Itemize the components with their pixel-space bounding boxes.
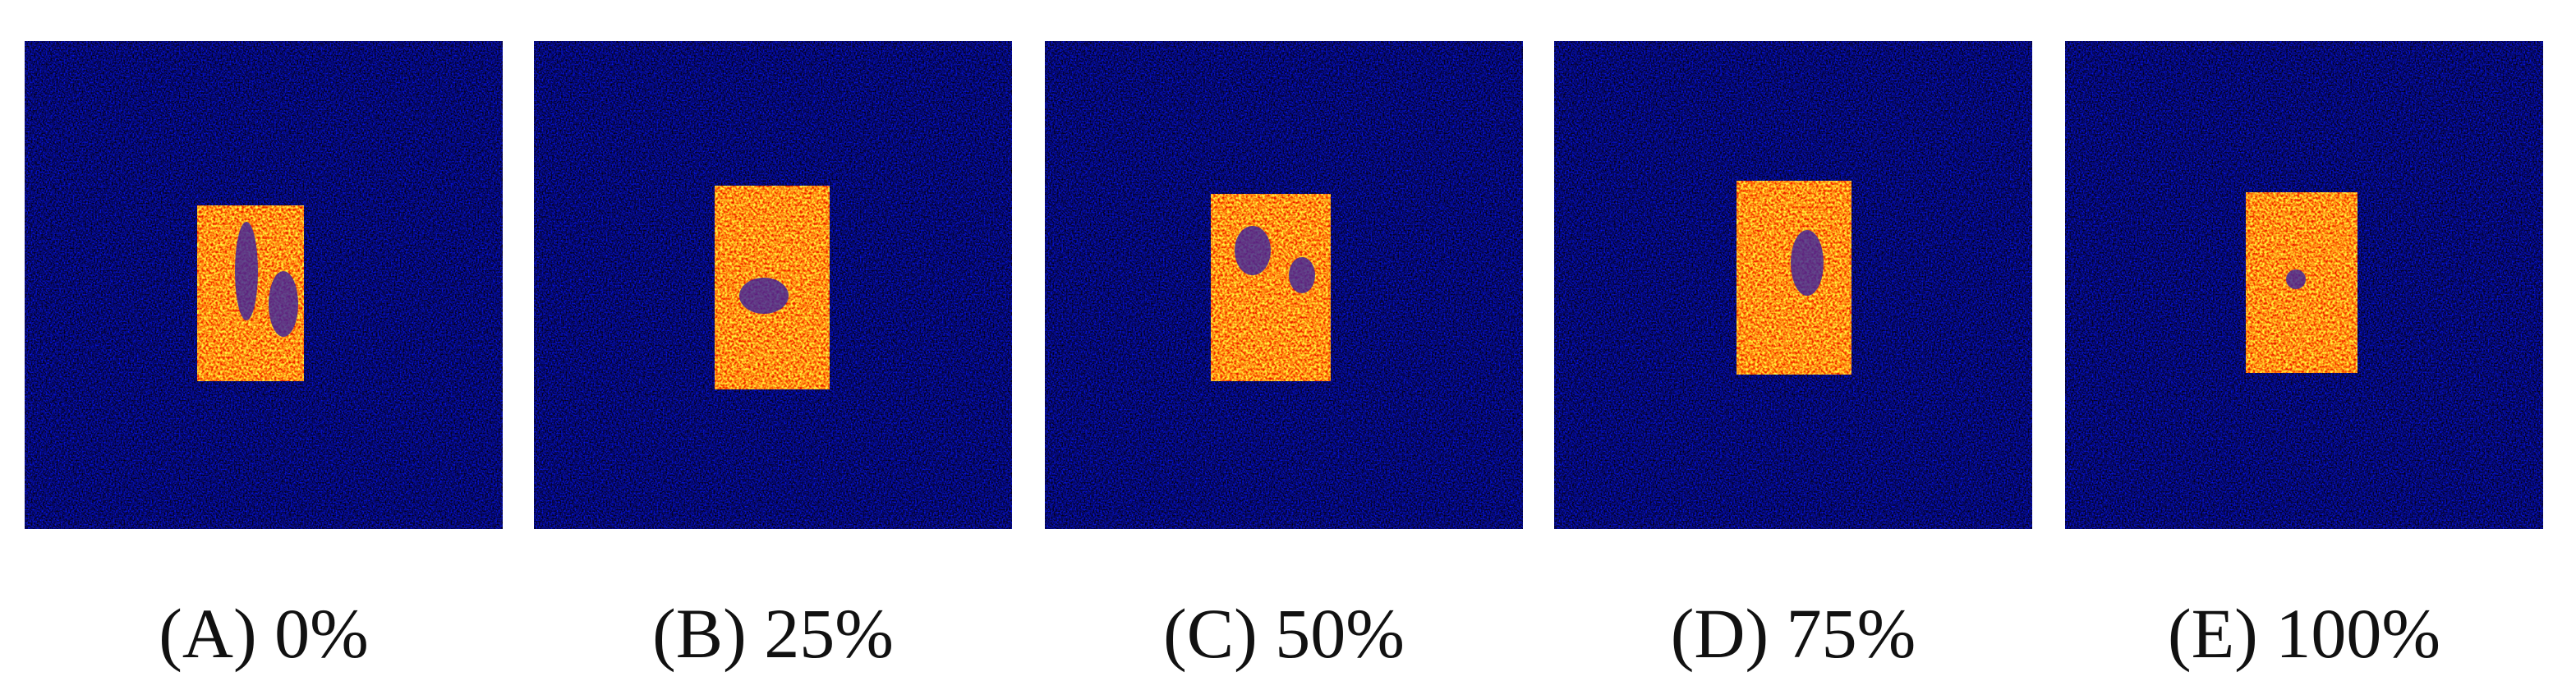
void bbox=[2286, 269, 2306, 289]
panel-caption: (B) 25% bbox=[652, 594, 894, 673]
void bbox=[739, 278, 789, 314]
panel-caption: (D) 75% bbox=[1671, 594, 1916, 673]
panel: (E) 100% bbox=[2065, 41, 2543, 673]
panel: (D) 75% bbox=[1554, 41, 2032, 673]
void bbox=[1235, 226, 1271, 275]
void bbox=[1289, 257, 1315, 293]
sample-texture bbox=[1211, 194, 1331, 381]
void bbox=[269, 271, 298, 337]
panel: (B) 25% bbox=[534, 41, 1012, 673]
panel-caption: (E) 100% bbox=[2168, 594, 2440, 673]
void bbox=[235, 222, 258, 320]
void bbox=[1791, 230, 1824, 296]
panel: (A) 0% bbox=[25, 41, 503, 673]
panel: (C) 50% bbox=[1045, 41, 1523, 673]
panel-caption: (A) 0% bbox=[159, 594, 369, 673]
panel-caption: (C) 50% bbox=[1163, 594, 1405, 673]
